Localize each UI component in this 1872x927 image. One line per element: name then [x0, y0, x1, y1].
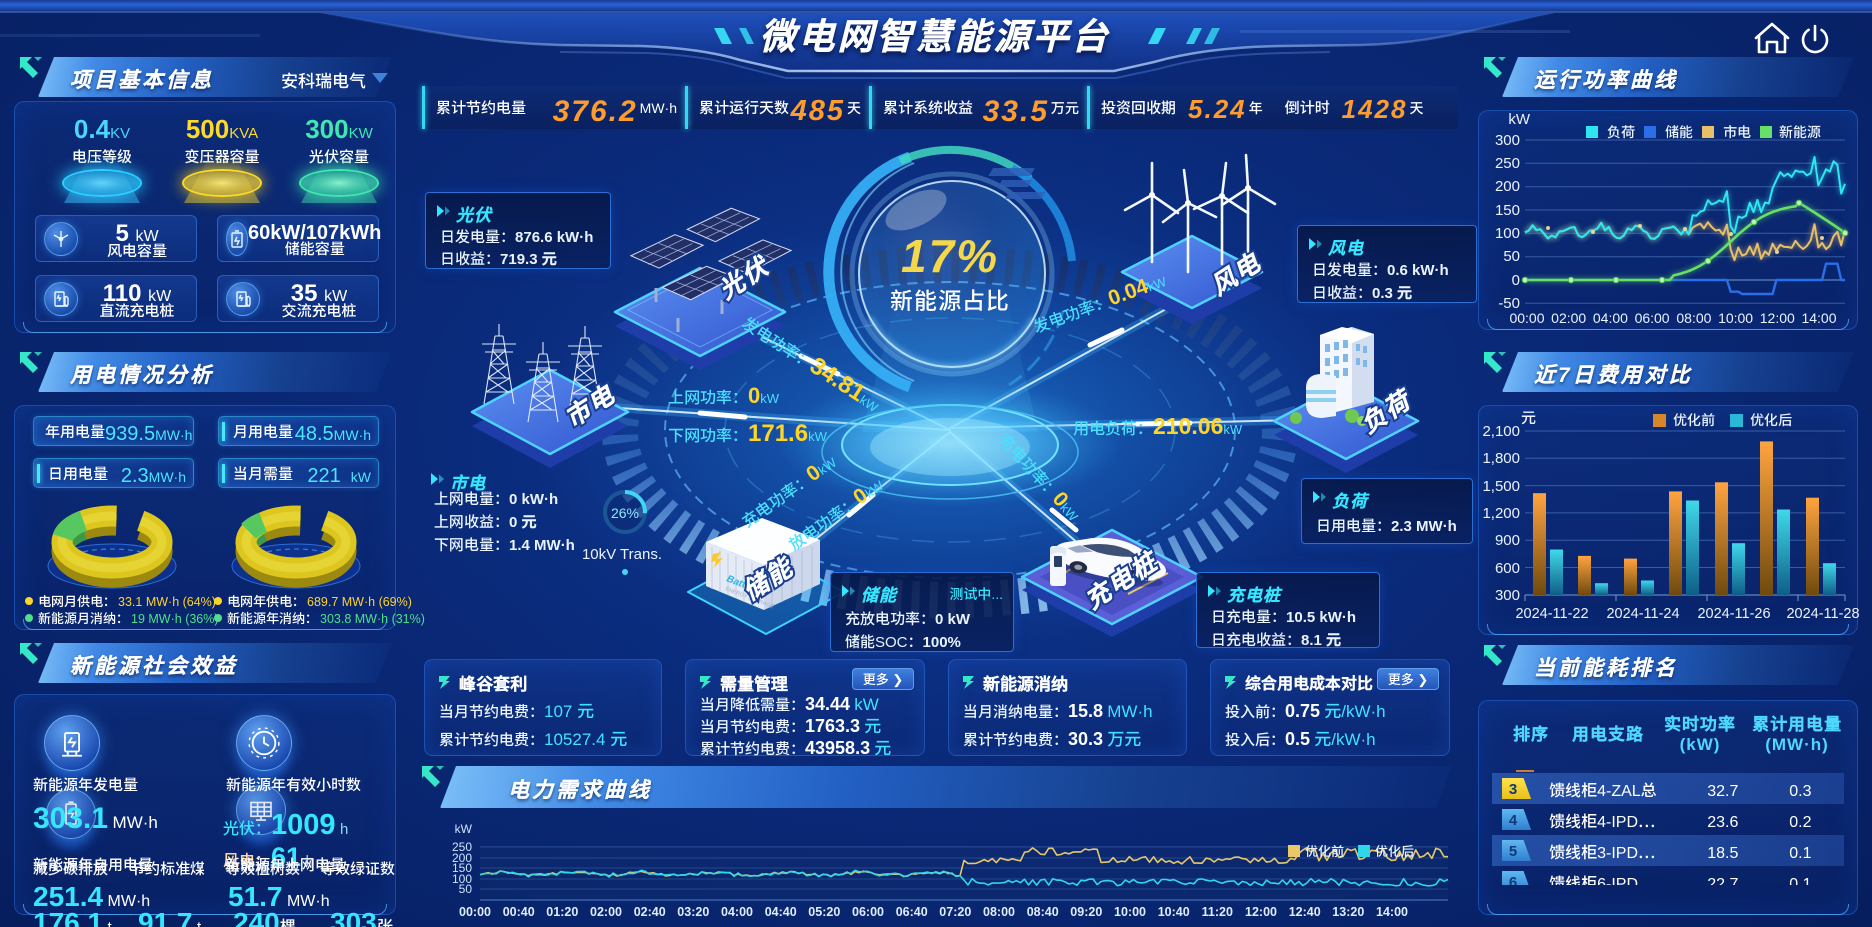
svg-text:1,500: 1,500 — [1482, 475, 1520, 496]
svg-text:0: 0 — [1512, 269, 1520, 290]
svg-text:100: 100 — [1495, 222, 1520, 243]
svg-text:下网功率：171.6kW: 下网功率：171.6kW — [668, 413, 828, 448]
svg-text:用电负荷：210.06kW: 用电负荷：210.06kW — [1073, 407, 1243, 441]
svg-text:100: 100 — [452, 870, 472, 887]
svg-text:优化前: 优化前 — [1305, 841, 1344, 860]
svg-text:17%: 17% — [901, 220, 999, 286]
svg-text:02:00: 02:00 — [1551, 308, 1586, 328]
svg-text:10kV Trans.: 10kV Trans. — [582, 543, 662, 564]
svg-text:14:00: 14:00 — [1376, 901, 1408, 920]
svg-text:1,800: 1,800 — [1482, 447, 1520, 468]
svg-text:12:00: 12:00 — [1245, 901, 1277, 920]
svg-text:150: 150 — [452, 859, 472, 876]
svg-text:2024-11-24: 2024-11-24 — [1606, 602, 1679, 623]
svg-text:00:00: 00:00 — [1509, 308, 1544, 328]
svg-text:负荷: 负荷 — [1607, 122, 1635, 142]
svg-text:02:00: 02:00 — [590, 901, 622, 920]
svg-text:2024-11-22: 2024-11-22 — [1515, 602, 1588, 623]
svg-text:50: 50 — [1503, 245, 1520, 266]
svg-text:06:00: 06:00 — [1635, 308, 1670, 328]
svg-text:00:00: 00:00 — [459, 901, 491, 920]
svg-text:2,100: 2,100 — [1482, 420, 1520, 441]
svg-text:08:40: 08:40 — [1027, 901, 1059, 920]
svg-text:250: 250 — [452, 838, 472, 855]
svg-text:09:20: 09:20 — [1070, 901, 1102, 920]
svg-text:1,200: 1,200 — [1482, 502, 1520, 523]
svg-text:08:00: 08:00 — [1676, 308, 1711, 328]
svg-text:优化前: 优化前 — [1673, 410, 1715, 430]
svg-text:900: 900 — [1495, 529, 1520, 550]
svg-text:10:00: 10:00 — [1718, 308, 1753, 328]
svg-text:03:20: 03:20 — [677, 901, 709, 920]
svg-text:08:00: 08:00 — [983, 901, 1015, 920]
svg-text:新能源占比: 新能源占比 — [890, 282, 1010, 316]
svg-text:元: 元 — [1521, 407, 1536, 428]
svg-text:06:00: 06:00 — [852, 901, 884, 920]
svg-text:250: 250 — [1495, 152, 1520, 173]
svg-text:13:20: 13:20 — [1332, 901, 1364, 920]
svg-text:26%: 26% — [611, 503, 639, 523]
svg-text:50: 50 — [459, 880, 473, 897]
svg-text:市电: 市电 — [1723, 122, 1751, 142]
svg-text:kW: kW — [455, 820, 473, 837]
svg-text:12:40: 12:40 — [1289, 901, 1321, 920]
svg-text:05:20: 05:20 — [808, 901, 840, 920]
svg-text:2024-11-28: 2024-11-28 — [1786, 602, 1859, 623]
svg-text:04:40: 04:40 — [765, 901, 797, 920]
svg-text:150: 150 — [1495, 199, 1520, 220]
svg-text:02:40: 02:40 — [634, 901, 666, 920]
svg-text:11:20: 11:20 — [1202, 901, 1233, 920]
svg-text:04:00: 04:00 — [721, 901, 753, 920]
svg-text:300: 300 — [1495, 584, 1520, 605]
svg-text:200: 200 — [1495, 175, 1520, 196]
svg-text:储能: 储能 — [1665, 122, 1693, 142]
svg-text:06:40: 06:40 — [896, 901, 928, 920]
svg-text:00:40: 00:40 — [503, 901, 535, 920]
svg-text:新能源: 新能源 — [1779, 122, 1821, 142]
svg-text:kW: kW — [1508, 108, 1531, 129]
svg-text:04:00: 04:00 — [1593, 308, 1628, 328]
svg-text:优化后: 优化后 — [1375, 841, 1414, 860]
svg-text:07:20: 07:20 — [939, 901, 971, 920]
svg-text:300: 300 — [1495, 129, 1520, 150]
svg-text:12:00: 12:00 — [1760, 308, 1795, 328]
svg-text:微电网智慧能源平台: 微电网智慧能源平台 — [759, 8, 1110, 60]
svg-text:-50: -50 — [1498, 292, 1520, 313]
svg-text:优化后: 优化后 — [1750, 410, 1792, 430]
svg-text:14:00: 14:00 — [1801, 308, 1836, 328]
svg-text:200: 200 — [452, 849, 472, 866]
svg-text:10:00: 10:00 — [1114, 901, 1146, 920]
svg-text:2024-11-26: 2024-11-26 — [1697, 602, 1770, 623]
svg-text:600: 600 — [1495, 557, 1520, 578]
svg-text:10:40: 10:40 — [1158, 901, 1190, 920]
svg-text:01:20: 01:20 — [546, 901, 578, 920]
